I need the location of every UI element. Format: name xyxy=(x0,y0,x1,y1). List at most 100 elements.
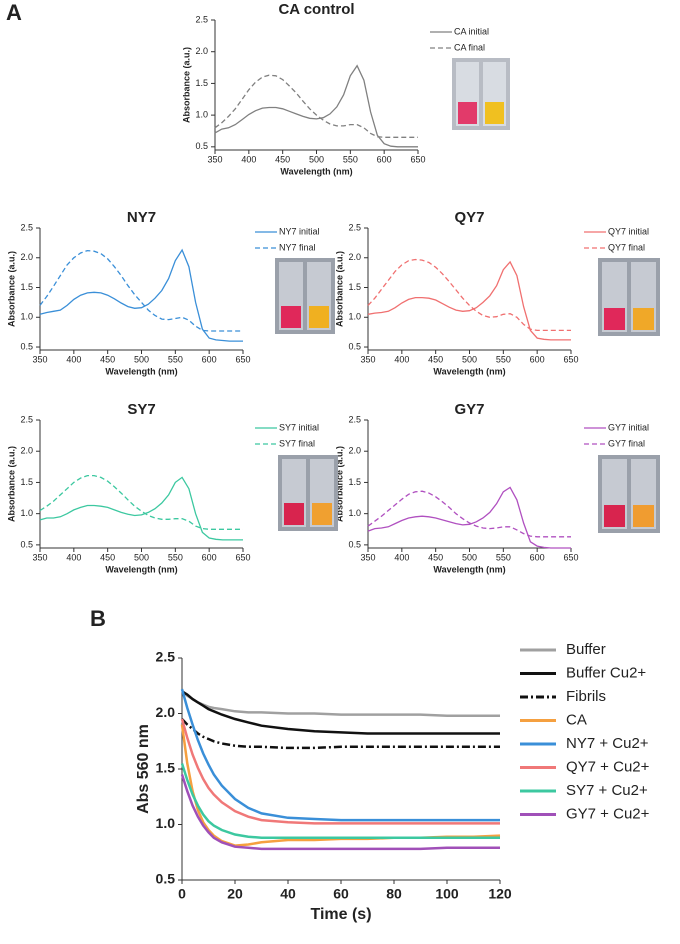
legend-label: Fibrils xyxy=(566,688,606,705)
y-tick-label: 0.5 xyxy=(348,341,361,351)
legend-label: GY7 + Cu2+ xyxy=(566,805,650,822)
x-tick-label: 550 xyxy=(168,354,183,364)
y-tick-label: 0.5 xyxy=(348,539,361,549)
x-tick-label: 350 xyxy=(32,552,47,562)
x-axis-label: Wavelength (nm) xyxy=(433,564,505,574)
x-tick-label: 500 xyxy=(134,354,149,364)
y-tick-label: 0.5 xyxy=(195,141,208,151)
x-tick-label: 600 xyxy=(377,154,392,164)
y-tick-label: 1.5 xyxy=(20,282,33,292)
series-line xyxy=(181,690,500,735)
y-tick-label: 0.5 xyxy=(156,871,176,887)
legend-label: NY7 final xyxy=(279,242,316,252)
series-line xyxy=(367,486,571,549)
chart-title: SY7 xyxy=(127,401,155,418)
y-tick-label: 2.5 xyxy=(156,649,176,665)
y-tick-label: 1.5 xyxy=(348,282,361,292)
photo-ny7 xyxy=(275,258,335,334)
x-tick-label: 60 xyxy=(333,886,349,902)
series-line xyxy=(181,718,500,750)
x-tick-label: 500 xyxy=(309,154,324,164)
x-tick-label: 400 xyxy=(394,354,409,364)
legend-label: CA xyxy=(566,711,587,728)
series-line xyxy=(39,249,243,332)
x-tick-label: 650 xyxy=(563,354,578,364)
photo-ca xyxy=(452,58,510,130)
x-axis-label: Wavelength (nm) xyxy=(105,564,177,574)
x-tick-label: 650 xyxy=(235,354,250,364)
chart-title: NY7 xyxy=(127,209,156,226)
x-tick-label: 350 xyxy=(32,354,47,364)
x-tick-label: 350 xyxy=(360,552,375,562)
x-tick-label: 450 xyxy=(428,552,443,562)
x-tick-label: 400 xyxy=(66,552,81,562)
y-tick-label: 1.5 xyxy=(20,477,33,487)
series-line xyxy=(214,74,418,138)
x-tick-label: 400 xyxy=(241,154,256,164)
x-tick-label: 650 xyxy=(235,552,250,562)
legend-label: CA initial xyxy=(454,26,489,36)
legend-label: SY7 final xyxy=(279,438,315,448)
x-tick-label: 20 xyxy=(227,886,243,902)
x-tick-label: 550 xyxy=(496,354,511,364)
y-tick-label: 2.0 xyxy=(348,446,361,456)
legend-label: QY7 + Cu2+ xyxy=(566,758,650,775)
y-tick-label: 1.0 xyxy=(348,312,361,322)
series-line xyxy=(39,474,243,530)
x-tick-label: 550 xyxy=(343,154,358,164)
y-axis-label: Absorbance (a.u.) xyxy=(334,251,344,327)
x-tick-label: 450 xyxy=(275,154,290,164)
legend-label: Buffer Cu2+ xyxy=(566,664,646,681)
photo-qy7 xyxy=(598,258,660,336)
series-line xyxy=(180,718,500,825)
chart-title: QY7 xyxy=(454,209,484,226)
chart-title: CA control xyxy=(278,1,354,18)
panel-label: B xyxy=(90,606,106,631)
legend-label: NY7 + Cu2+ xyxy=(566,735,649,752)
y-axis-label: Absorbance (a.u.) xyxy=(181,47,191,123)
legend-label: GY7 final xyxy=(608,438,645,448)
y-tick-label: 2.5 xyxy=(348,222,361,232)
x-tick-label: 500 xyxy=(462,354,477,364)
series-line xyxy=(214,64,418,148)
legend-label: SY7 initial xyxy=(279,422,319,432)
x-axis-label: Wavelength (nm) xyxy=(280,166,352,176)
x-axis-label: Wavelength (nm) xyxy=(105,366,177,376)
x-tick-label: 350 xyxy=(360,354,375,364)
x-tick-label: 120 xyxy=(488,886,512,902)
series-line xyxy=(367,260,571,341)
y-axis-label: Abs 560 nm xyxy=(135,724,152,814)
x-tick-label: 600 xyxy=(202,552,217,562)
series-line xyxy=(180,688,500,822)
y-tick-label: 2.0 xyxy=(156,704,176,720)
y-tick-label: 2.5 xyxy=(20,414,33,424)
y-tick-label: 2.0 xyxy=(20,252,33,262)
legend-label: Buffer xyxy=(566,641,606,658)
x-tick-label: 550 xyxy=(168,552,183,562)
series-line xyxy=(180,763,500,840)
series-line xyxy=(39,248,243,342)
panel-label: A xyxy=(6,0,22,25)
chart-title: GY7 xyxy=(454,401,484,418)
x-tick-label: 650 xyxy=(410,154,425,164)
x-tick-label: 450 xyxy=(100,354,115,364)
y-tick-label: 2.5 xyxy=(20,222,33,232)
series-line xyxy=(180,774,500,851)
x-tick-label: 350 xyxy=(207,154,222,164)
y-tick-label: 1.0 xyxy=(20,312,33,322)
legend-label: SY7 + Cu2+ xyxy=(566,782,648,799)
y-tick-label: 2.0 xyxy=(348,252,361,262)
legend-label: NY7 initial xyxy=(279,226,320,236)
cuvette-photos xyxy=(275,58,660,533)
y-tick-label: 0.5 xyxy=(20,341,33,351)
x-tick-label: 500 xyxy=(134,552,149,562)
y-tick-label: 2.5 xyxy=(348,414,361,424)
x-tick-label: 450 xyxy=(428,354,443,364)
x-tick-label: 600 xyxy=(530,354,545,364)
x-tick-label: 600 xyxy=(202,354,217,364)
legend-label: CA final xyxy=(454,42,485,52)
x-tick-label: 0 xyxy=(178,886,186,902)
y-tick-label: 1.0 xyxy=(195,109,208,119)
